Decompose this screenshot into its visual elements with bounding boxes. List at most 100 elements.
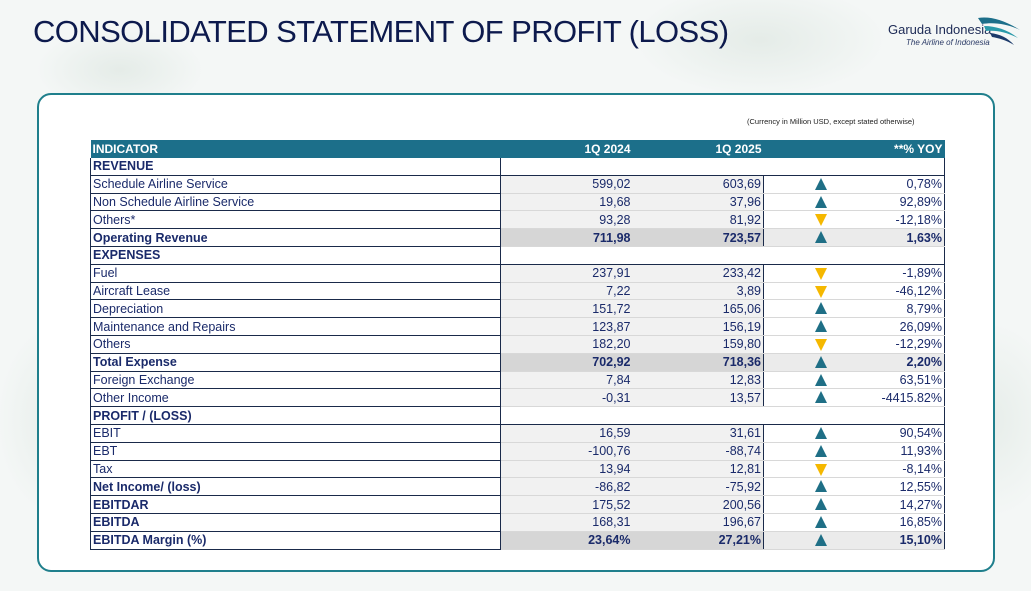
table-row: EBT -100,76 -88,74 11,93%: [90, 442, 945, 461]
col-yoy: **% YOY: [763, 140, 945, 158]
indicator-label: Fuel: [90, 264, 501, 283]
value-1q-2025: 3,89: [632, 282, 764, 301]
triangle-up-icon: [815, 391, 827, 404]
yoy-value: 2,20%: [906, 355, 942, 370]
yoy-cell: -12,29%: [763, 335, 945, 354]
triangle-up-icon: [815, 426, 827, 439]
triangle-up-icon: [815, 302, 827, 315]
value-1q-2024: 702,92: [500, 353, 633, 372]
triangle-up-icon: [815, 480, 827, 493]
yoy-cell: 63,51%: [763, 371, 945, 390]
yoy-value: -1,89%: [902, 266, 942, 281]
value-1q-2025: 603,69: [632, 175, 764, 194]
triangle-up-icon: [815, 355, 827, 368]
yoy-cell: -12,18%: [763, 210, 945, 230]
section-label: REVENUE: [90, 158, 501, 176]
logo-name: Garuda Indonesia: [888, 22, 992, 37]
table-row: Maintenance and Repairs 123,87 156,19 26,09…: [90, 317, 945, 336]
value-1q-2024: 151,72: [500, 299, 633, 319]
value-1q-2025: 156,19: [632, 317, 764, 336]
triangle-down-icon: [815, 267, 827, 280]
table-row: EBITDA Margin (%) 23,64% 27,21% 15,10%: [90, 531, 945, 550]
blank-cell: [632, 246, 764, 265]
yoy-value: 1,63%: [906, 230, 942, 245]
value-1q-2025: 165,06: [632, 299, 764, 319]
col-indicator: INDICATOR: [90, 140, 501, 158]
value-1q-2024: -100,76: [500, 442, 633, 461]
col-1q-2024: 1Q 2024: [500, 140, 633, 158]
indicator-label: EBITDAR: [90, 495, 501, 514]
currency-note: (Currency in Million USD, except stated …: [747, 117, 915, 126]
table-row: Foreign Exchange 7,84 12,83 63,51%: [90, 371, 945, 390]
table-row: EBITDA 168,31 196,67 16,85%: [90, 513, 945, 532]
section-row: EXPENSES: [90, 246, 945, 265]
table-row: EBIT 16,59 31,61 90,54%: [90, 424, 945, 443]
table-row: Tax 13,94 12,81 -8,14%: [90, 460, 945, 479]
indicator-label: Operating Revenue: [90, 228, 501, 247]
yoy-value: -8,14%: [902, 461, 942, 476]
triangle-up-icon: [815, 177, 827, 190]
blank-cell: [500, 158, 633, 176]
section-row: REVENUE: [90, 158, 945, 176]
blank-cell: [763, 246, 945, 265]
yoy-cell: 90,54%: [763, 424, 945, 443]
value-1q-2025: 200,56: [632, 495, 764, 514]
indicator-label: Total Expense: [90, 353, 501, 372]
triangle-up-icon: [815, 515, 827, 528]
indicator-label: Schedule Airline Service: [90, 175, 501, 194]
triangle-down-icon: [815, 463, 827, 476]
value-1q-2025: 196,67: [632, 513, 764, 532]
triangle-up-icon: [815, 373, 827, 386]
yoy-value: 12,55%: [899, 479, 942, 494]
value-1q-2024: 123,87: [500, 317, 633, 336]
blank-cell: [763, 406, 945, 425]
value-1q-2024: 7,84: [500, 371, 633, 390]
value-1q-2025: 12,83: [632, 371, 764, 390]
triangle-up-icon: [815, 195, 827, 208]
indicator-label: Others*: [90, 210, 501, 230]
table-row: Non Schedule Airline Service 19,68 37,96 92…: [90, 193, 945, 212]
value-1q-2024: -0,31: [500, 388, 633, 408]
indicator-label: EBITDA Margin (%): [90, 531, 501, 550]
value-1q-2025: 31,61: [632, 424, 764, 443]
yoy-cell: 0,78%: [763, 175, 945, 194]
table-row: Other Income -0,31 13,57 -4415.82%: [90, 388, 945, 408]
value-1q-2024: 7,22: [500, 282, 633, 301]
yoy-value: 92,89%: [899, 194, 942, 209]
profit-loss-table: INDICATOR 1Q 2024 1Q 2025 **% YOY REVENU…: [90, 140, 945, 550]
yoy-cell: -4415.82%: [763, 388, 945, 408]
yoy-cell: 16,85%: [763, 513, 945, 532]
value-1q-2025: 723,57: [632, 228, 764, 247]
value-1q-2024: 93,28: [500, 210, 633, 230]
value-1q-2024: 23,64%: [500, 531, 633, 550]
table-row: Total Expense 702,92 718,36 2,20%: [90, 353, 945, 372]
value-1q-2024: -86,82: [500, 477, 633, 497]
value-1q-2024: 599,02: [500, 175, 633, 194]
value-1q-2025: 27,21%: [632, 531, 764, 550]
yoy-cell: 26,09%: [763, 317, 945, 336]
indicator-label: EBT: [90, 442, 501, 461]
indicator-label: Other Income: [90, 388, 501, 408]
section-label: EXPENSES: [90, 246, 501, 265]
section-label: PROFIT / (LOSS): [90, 406, 501, 425]
indicator-label: Others: [90, 335, 501, 354]
indicator-label: Foreign Exchange: [90, 371, 501, 390]
indicator-label: Tax: [90, 460, 501, 479]
yoy-value: 90,54%: [899, 426, 942, 441]
value-1q-2024: 168,31: [500, 513, 633, 532]
yoy-cell: -1,89%: [763, 264, 945, 283]
yoy-value: 8,79%: [906, 301, 942, 316]
indicator-label: Non Schedule Airline Service: [90, 193, 501, 212]
indicator-label: Depreciation: [90, 299, 501, 319]
table-row: EBITDAR 175,52 200,56 14,27%: [90, 495, 945, 514]
triangle-up-icon: [815, 498, 827, 511]
yoy-value: 63,51%: [899, 372, 942, 387]
value-1q-2024: 711,98: [500, 228, 633, 247]
yoy-value: 15,10%: [899, 533, 942, 548]
triangle-down-icon: [815, 338, 827, 351]
blank-cell: [632, 406, 764, 425]
value-1q-2024: 182,20: [500, 335, 633, 354]
logo-tagline: The Airline of Indonesia: [906, 38, 990, 47]
table-row: Others 182,20 159,80 -12,29%: [90, 335, 945, 354]
triangle-up-icon: [815, 231, 827, 244]
